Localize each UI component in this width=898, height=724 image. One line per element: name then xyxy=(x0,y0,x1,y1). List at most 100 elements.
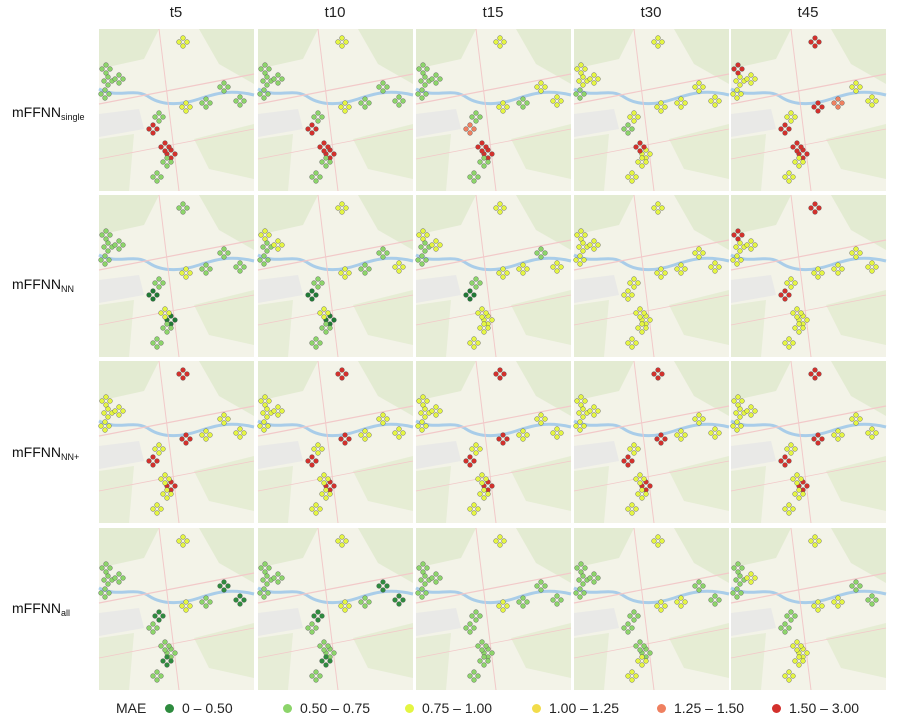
station-dot xyxy=(207,100,213,106)
station-dot xyxy=(637,314,643,320)
road xyxy=(730,239,887,271)
station-dot xyxy=(815,440,821,446)
green-area xyxy=(731,300,766,357)
station-dot xyxy=(629,510,635,516)
station-dot xyxy=(321,472,327,478)
station-dot xyxy=(264,573,270,579)
station-dot xyxy=(156,276,162,282)
station-dot xyxy=(309,340,315,346)
station-dot xyxy=(323,321,329,327)
station-dot xyxy=(207,599,213,605)
station-dot xyxy=(792,658,798,664)
station-dot xyxy=(662,270,668,276)
station-dot xyxy=(342,599,348,605)
station-dot xyxy=(279,408,285,414)
station-dot xyxy=(396,268,402,274)
station-dot xyxy=(631,617,637,623)
station-marker xyxy=(146,454,160,468)
station-dot xyxy=(150,130,156,136)
station-dot xyxy=(309,296,315,302)
station-dot xyxy=(475,174,481,180)
station-dot xyxy=(154,458,160,464)
station-dot xyxy=(471,292,477,298)
station-dot xyxy=(853,579,859,585)
station-dot xyxy=(733,244,739,250)
station-marker xyxy=(99,62,113,76)
station-dot xyxy=(708,597,714,603)
station-marker xyxy=(784,110,798,124)
station-dot xyxy=(327,325,333,331)
green-area xyxy=(416,29,476,69)
road xyxy=(730,73,887,105)
map-panel xyxy=(98,360,255,524)
station-dot xyxy=(493,538,499,544)
station-dot xyxy=(101,78,107,84)
station-dot xyxy=(835,270,841,276)
station-dot xyxy=(788,617,794,623)
station-marker xyxy=(573,586,587,600)
legend-label: 0.50 – 0.75 xyxy=(300,700,371,716)
station-dot xyxy=(696,587,702,593)
station-dot xyxy=(739,398,745,404)
station-dot xyxy=(319,491,325,497)
station-dot xyxy=(225,84,231,90)
station-marker xyxy=(574,561,588,575)
station-dot xyxy=(815,100,821,106)
station-dot xyxy=(319,280,325,286)
station-dot xyxy=(633,476,639,482)
station-dot xyxy=(497,367,503,373)
station-dot xyxy=(651,205,657,211)
green-area xyxy=(416,195,476,235)
legend-item-4: 1.25 – 1.50 xyxy=(657,700,744,716)
station-marker xyxy=(651,367,665,381)
station-dot xyxy=(631,110,637,116)
station-dot xyxy=(158,643,164,649)
station-marker xyxy=(199,595,213,609)
station-dot xyxy=(309,462,315,468)
station-dot xyxy=(748,571,754,577)
row-label-main: mFFNN xyxy=(12,276,61,292)
station-marker xyxy=(790,639,804,653)
urban-area xyxy=(258,441,303,469)
station-dot xyxy=(323,654,329,660)
station-dot xyxy=(737,82,743,88)
station-dot xyxy=(313,126,319,132)
station-dot xyxy=(317,643,323,649)
station-marker xyxy=(305,621,319,635)
station-dot xyxy=(577,261,583,267)
station-dot xyxy=(203,595,209,601)
legend-item-2: 0.75 – 1.00 xyxy=(405,700,492,716)
road xyxy=(317,360,339,524)
station-dot xyxy=(662,436,668,442)
station-dot xyxy=(500,108,506,114)
station-dot xyxy=(313,344,319,350)
station-dot xyxy=(433,72,439,78)
legend-item-1: 0.50 – 0.75 xyxy=(283,700,370,716)
station-dot xyxy=(331,650,337,656)
green-area xyxy=(731,134,766,191)
station-dot xyxy=(429,575,435,581)
road xyxy=(730,572,887,604)
station-marker xyxy=(625,502,639,516)
station-dot xyxy=(467,174,473,180)
station-dot xyxy=(376,84,382,90)
road xyxy=(158,360,180,524)
station-dot xyxy=(678,104,684,110)
station-marker xyxy=(112,72,126,86)
station-marker xyxy=(496,432,510,446)
station-marker xyxy=(233,94,247,108)
station-marker xyxy=(654,599,668,613)
station-dot xyxy=(744,575,750,581)
station-dot xyxy=(798,476,804,482)
road xyxy=(158,28,180,192)
station-marker xyxy=(708,593,722,607)
station-dot xyxy=(796,654,802,660)
station-dot xyxy=(339,542,345,548)
station-dot xyxy=(172,483,178,489)
road xyxy=(98,294,255,326)
map-panel xyxy=(573,28,730,192)
station-dot xyxy=(342,607,348,613)
station-dot xyxy=(172,317,178,323)
station-dot xyxy=(831,100,837,106)
station-dot xyxy=(643,159,649,165)
